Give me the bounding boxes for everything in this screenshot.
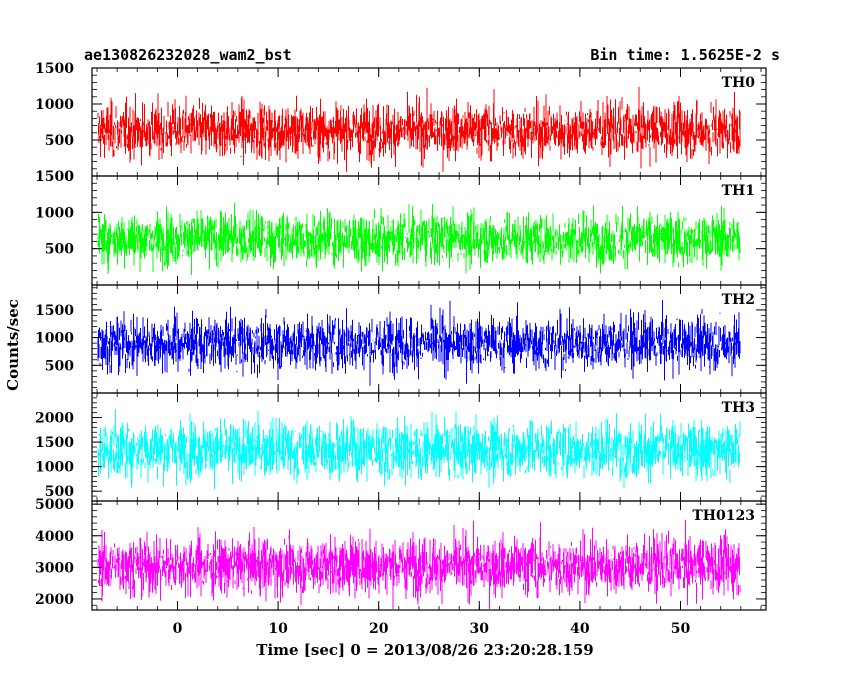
panel-label-TH0: TH0 [722,75,756,91]
y-tick-label-TH2: 1000 [35,331,74,347]
series-trace-TH3 [97,409,741,490]
x-axis-label: Time [sec] 0 = 2013/08/26 23:20:28.159 [256,641,593,659]
chart-title: ae130826232028_wam2_bst [84,46,292,64]
panel-label-TH3: TH3 [722,400,755,416]
chart-subtitle: Bin time: 1.5625E-2 s [590,46,780,64]
plot-layer [97,87,741,609]
y-tick-label-TH1: 1500 [35,169,74,185]
panel-frame-TH0123 [91,500,767,611]
series-TH1 [97,203,741,275]
y-tick-label-TH2: 1500 [35,303,74,319]
frame-layer [91,67,767,611]
y-tick-label-TH0: 1500 [35,61,74,77]
series-TH0 [97,87,741,172]
x-tick-label: 10 [268,621,288,637]
series-trace-TH2 [97,300,741,386]
y-tick-label-TH1: 500 [45,242,74,258]
series-TH2 [97,300,741,386]
panel-label-TH0123: TH0123 [692,508,755,524]
y-tick-label-TH0123: 2000 [35,592,74,608]
x-tick-label: 30 [470,621,490,637]
y-tick-label-TH2: 500 [45,358,74,374]
y-tick-label-TH1: 1000 [35,205,74,221]
y-tick-label-TH3: 1500 [35,435,74,451]
x-tick-label: 20 [369,621,389,637]
series-trace-TH0 [97,87,741,172]
y-tick-label-TH0: 0 [64,169,74,185]
x-tick-label: 50 [671,621,691,637]
y-tick-label-TH0: 1000 [35,97,74,113]
y-tick-label-TH3: 1000 [35,460,74,476]
series-trace-TH1 [97,203,741,275]
y-axis-label: Counts/sec [4,299,22,391]
y-tick-label-TH3: 500 [45,484,74,500]
y-tick-label-TH0123: 3000 [35,560,74,576]
x-tick-label: 0 [173,621,183,637]
series-TH0123 [97,519,741,609]
y-tick-label-TH3: 2000 [35,411,74,427]
panel-label-TH1: TH1 [722,183,755,199]
x-tick-label: 40 [570,621,590,637]
series-trace-TH0123 [97,519,741,609]
text-layer: ae130826232028_wam2_bst Bin time: 1.5625… [4,46,780,659]
series-TH3 [97,409,741,490]
y-tick-label-TH0123: 4000 [35,529,74,545]
panel-label-TH2: TH2 [722,292,755,308]
y-tick-label-TH0123: 5000 [35,497,74,513]
y-tick-label-TH0: 500 [45,133,74,149]
